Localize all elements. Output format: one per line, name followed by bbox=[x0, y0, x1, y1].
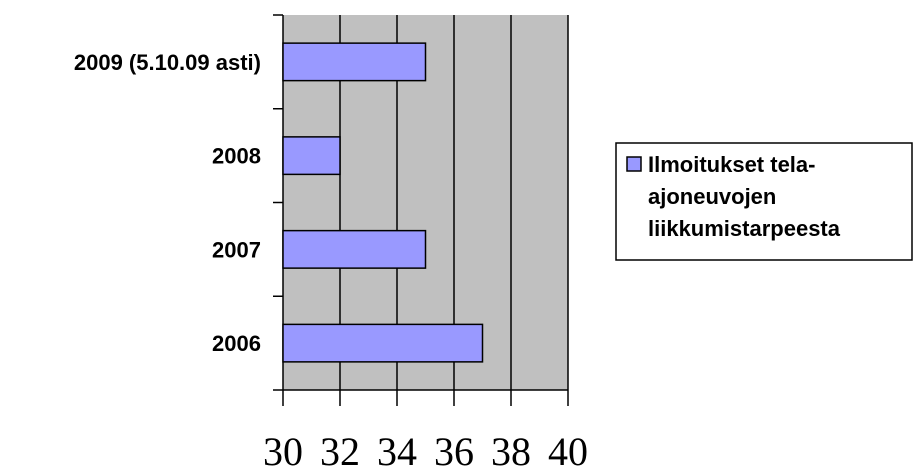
x-tick-label: 34 bbox=[377, 429, 417, 474]
x-tick-label: 30 bbox=[263, 429, 303, 474]
bar bbox=[282, 229, 427, 269]
x-tick-label: 38 bbox=[491, 429, 531, 474]
bar bbox=[282, 42, 427, 82]
category-label: 2007 bbox=[212, 237, 261, 262]
bar bbox=[282, 136, 341, 176]
legend-line: liikkumistarpeesta bbox=[648, 216, 841, 241]
legend-box bbox=[615, 142, 913, 261]
x-tick-label: 32 bbox=[320, 429, 360, 474]
category-label: 2009 (5.10.09 asti) bbox=[74, 50, 261, 75]
legend: Ilmoitukset tela-ajoneuvojen liikkumistar… bbox=[615, 142, 913, 261]
category-label: 2006 bbox=[212, 331, 261, 356]
x-tick-label: 40 bbox=[548, 429, 588, 474]
x-tick-label: 36 bbox=[434, 429, 474, 474]
legend-swatch bbox=[626, 156, 642, 172]
legend-line: Ilmoitukset tela- bbox=[648, 152, 815, 177]
plot-area bbox=[273, 14, 569, 406]
bar bbox=[282, 323, 484, 363]
x-axis-tick-labels: 30 32 34 36 38 40 bbox=[263, 429, 588, 474]
legend-line: ajoneuvojen bbox=[648, 184, 776, 209]
category-labels: 2009 (5.10.09 asti) 2008 2007 2006 bbox=[74, 50, 261, 356]
category-label: 2008 bbox=[212, 144, 261, 169]
legend-entry-label: Ilmoitukset tela-ajoneuvojen liikkumistar… bbox=[648, 152, 841, 241]
